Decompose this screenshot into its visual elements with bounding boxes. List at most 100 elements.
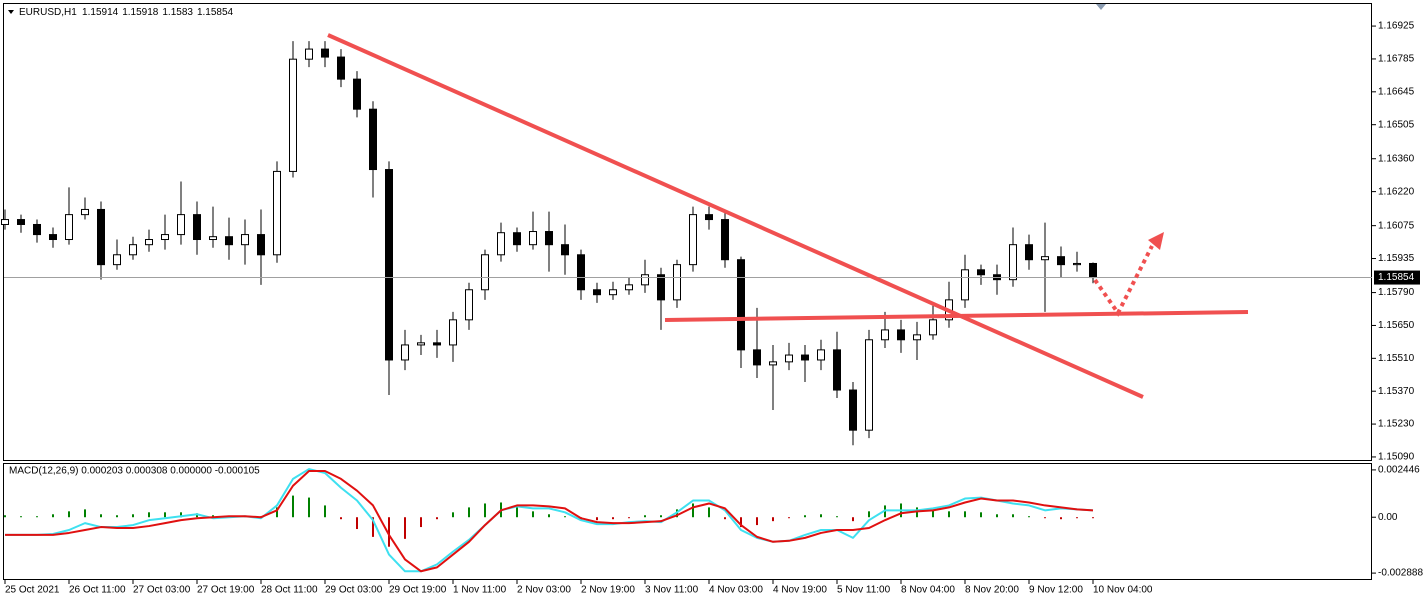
trend-line [327,33,1144,399]
candle-body [433,342,441,346]
macd-line [5,468,1094,573]
histogram-bar [52,514,54,518]
candle-body [689,214,697,266]
histogram-bar [1060,517,1062,520]
candle-body [497,232,505,256]
histogram-bar [708,507,710,518]
last-price-box [1374,270,1420,285]
y-tick-label: 1.15510 [1378,353,1415,364]
y-tick-label: 1.16925 [1378,21,1415,32]
y-tick-label: 1.15650 [1378,320,1415,331]
projection-arrow [1093,245,1154,317]
candle-body [161,234,169,241]
histogram-bar [772,517,774,522]
y-tick-label: 1.15090 [1378,452,1415,463]
histogram-bar [292,495,294,518]
candle-body [177,214,185,236]
candle-body [225,236,233,246]
candle-body [33,223,41,236]
shift-marker [1096,4,1106,10]
histogram-bar [324,505,326,518]
y-tick-label: 1.16645 [1378,86,1415,97]
histogram-bar [788,517,790,519]
candle-body [385,169,393,361]
header-low: 1.1583 [162,7,193,18]
candle-body [609,289,617,296]
candle-body [481,254,489,291]
y-tick-label: 1.16220 [1378,186,1415,197]
macd-panel [3,463,1372,580]
candle-body [65,214,73,241]
histogram-bar [1028,516,1030,518]
candle-body [465,289,473,321]
histogram-bar [116,515,118,518]
x-tick-label: 27 Oct 03:00 [133,585,191,596]
histogram-bar [532,511,534,518]
header-menu-icon [8,10,14,14]
y-tick-label: 1.16075 [1378,220,1415,231]
histogram-bar [612,517,614,520]
y-tick-label: 1.16360 [1378,153,1415,164]
histogram-bar [436,517,438,520]
histogram-bar [932,509,934,518]
candle-body [577,254,585,291]
histogram-bar [68,511,70,518]
x-tick-label: 26 Oct 11:00 [69,585,126,596]
y-tick-label: 1.15790 [1378,287,1415,298]
candle-body [561,244,569,256]
x-tick-label: 8 Nov 20:00 [965,585,1019,596]
histogram-bar [836,516,838,518]
candle-body [145,239,153,246]
candle-body [545,231,553,246]
histogram-bar [84,509,86,518]
histogram-bar [644,515,646,518]
price-panel [3,3,1372,461]
symbol-title: EURUSD,H1 [19,7,77,18]
candle-body [401,344,409,361]
histogram-bar [404,517,406,539]
candle-body [305,48,313,60]
y-tick-label: 1.15935 [1378,253,1415,264]
histogram-bar [420,517,422,528]
candle-body [849,389,857,431]
candle-body [625,284,633,291]
histogram-bar [692,503,694,518]
candle-body [1057,256,1065,266]
candle-body [1073,262,1081,266]
histogram-bar [180,512,182,518]
histogram-bar [164,512,166,518]
projection-arrowhead [1148,232,1164,250]
candle-body [97,208,105,266]
candle-body [913,334,921,341]
x-tick-label: 5 Nov 11:00 [837,585,891,596]
histogram-bar [452,512,454,518]
x-tick-label: 4 Nov 03:00 [709,585,763,596]
histogram-bar [852,517,854,522]
candle-body [865,339,873,431]
candle-body [897,329,905,341]
candle-body [961,269,969,301]
macd-title: MACD(12,26,9) 0.000203 0.000308 0.000000… [9,466,260,477]
candle-body [113,254,121,266]
histogram-bar [36,516,38,518]
drawings [327,33,1249,399]
histogram-bar [996,514,998,518]
candle-body [17,219,25,225]
histogram-bar [1076,517,1078,519]
histogram-bar [564,516,566,518]
candle-body [817,349,825,361]
candle-body [593,289,601,296]
histogram-bar [548,514,550,518]
y-tick-label: 1.15230 [1378,419,1415,430]
candle-body [641,274,649,286]
histogram-bar [340,517,342,520]
candle-body [785,354,793,363]
histogram-bar [356,517,358,530]
histogram-bar [596,517,598,521]
candle-body [417,342,425,346]
histogram-bar [1012,514,1014,518]
candle-body [929,319,937,336]
x-tick-label: 25 Oct 2021 [5,585,60,596]
candle-body [209,236,217,241]
